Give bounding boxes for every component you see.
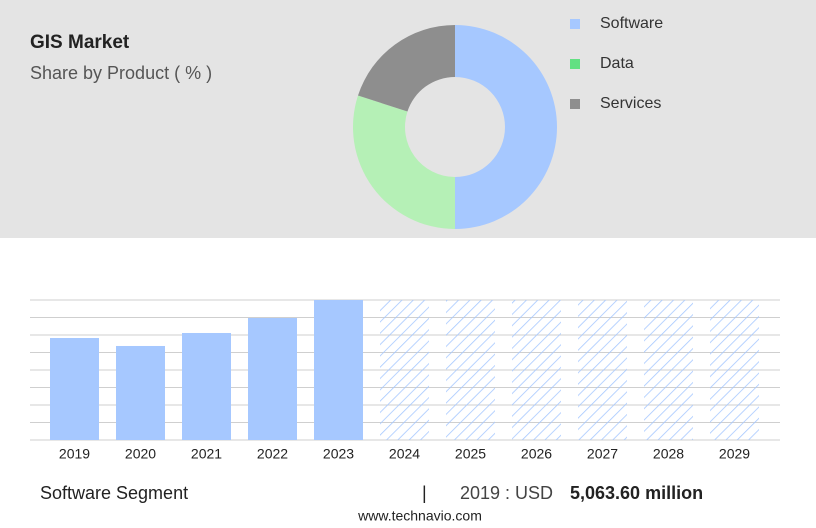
forecast-bar <box>512 300 561 440</box>
x-tick-label: 2020 <box>125 446 156 462</box>
x-tick-label: 2027 <box>587 446 618 462</box>
x-tick-label: 2026 <box>521 446 552 462</box>
year-label: 2019 : USD <box>460 483 553 503</box>
legend-label: Data <box>600 55 634 72</box>
x-tick-label: 2019 <box>59 446 90 462</box>
site-label: www.technavio.com <box>357 508 482 524</box>
pie-slice <box>353 95 455 229</box>
pie-slice <box>455 25 557 229</box>
x-tick-label: 2024 <box>389 446 420 462</box>
bar <box>182 332 231 440</box>
bar <box>248 318 297 440</box>
bar <box>116 345 165 440</box>
x-tick-label: 2022 <box>257 446 288 462</box>
legend-label: Services <box>600 95 661 112</box>
forecast-bar <box>578 300 627 440</box>
legend-label: Software <box>600 15 663 32</box>
forecast-bar <box>380 300 429 440</box>
x-tick-label: 2029 <box>719 446 750 462</box>
legend-swatch <box>570 99 580 109</box>
bar <box>314 300 363 440</box>
segment-label: Software Segment <box>40 483 188 503</box>
legend-swatch <box>570 59 580 69</box>
x-tick-label: 2025 <box>455 446 486 462</box>
forecast-bar <box>710 300 759 440</box>
separator: | <box>422 483 427 503</box>
pie-slice <box>357 25 455 112</box>
legend-swatch <box>570 19 580 29</box>
bar <box>50 337 99 440</box>
x-tick-label: 2028 <box>653 446 684 462</box>
value-label: 5,063.60 million <box>570 483 703 503</box>
forecast-bar <box>644 300 693 440</box>
x-tick-label: 2023 <box>323 446 354 462</box>
forecast-bar <box>446 300 495 440</box>
chart-title: GIS Market <box>30 32 130 53</box>
chart-subtitle: Share by Product ( % ) <box>30 63 212 83</box>
x-tick-label: 2021 <box>191 446 222 462</box>
